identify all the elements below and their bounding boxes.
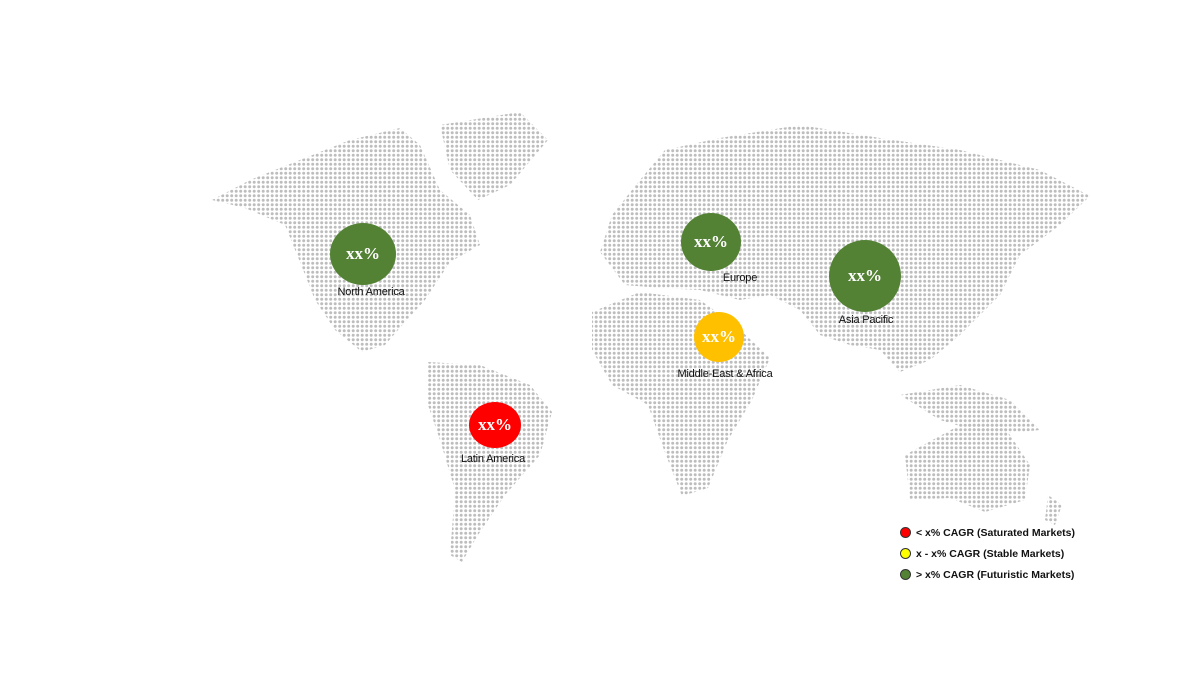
- legend-label: x - x% CAGR (Stable Markets): [916, 547, 1065, 560]
- label-latin-america: Latin America: [460, 453, 526, 465]
- red-dot-icon: [900, 527, 911, 538]
- label-north-america: North America: [337, 286, 405, 298]
- bubble-asia-pacific: xx%: [829, 240, 901, 312]
- bubble-north-america: xx%: [330, 223, 396, 285]
- bubble-europe: xx%: [681, 213, 741, 271]
- bubble-middle-east-africa: xx%: [694, 312, 744, 362]
- bubble-latin-america: xx%: [469, 402, 521, 448]
- australia-landmass: [905, 420, 1030, 512]
- legend-label: > x% CAGR (Futuristic Markets): [916, 568, 1075, 581]
- south-america-landmass: [428, 362, 552, 562]
- legend-item-futuristic: > x% CAGR (Futuristic Markets): [900, 564, 1075, 585]
- indonesia-landmass: [900, 385, 1040, 435]
- label-asia-pacific: Asia Pacific: [838, 314, 894, 326]
- green-dot-icon: [900, 569, 911, 580]
- africa-landmass: [592, 292, 770, 496]
- legend: < x% CAGR (Saturated Markets) x - x% CAG…: [900, 522, 1075, 585]
- legend-label: < x% CAGR (Saturated Markets): [916, 526, 1076, 539]
- label-europe: Europe: [722, 272, 758, 284]
- yellow-dot-icon: [900, 548, 911, 559]
- greenland-landmass: [440, 112, 548, 200]
- legend-item-saturated: < x% CAGR (Saturated Markets): [900, 522, 1075, 543]
- legend-item-stable: x - x% CAGR (Stable Markets): [900, 543, 1075, 564]
- label-middle-east-africa: Middle-East & Africa: [677, 368, 773, 380]
- new-zealand-landmass: [1045, 495, 1062, 525]
